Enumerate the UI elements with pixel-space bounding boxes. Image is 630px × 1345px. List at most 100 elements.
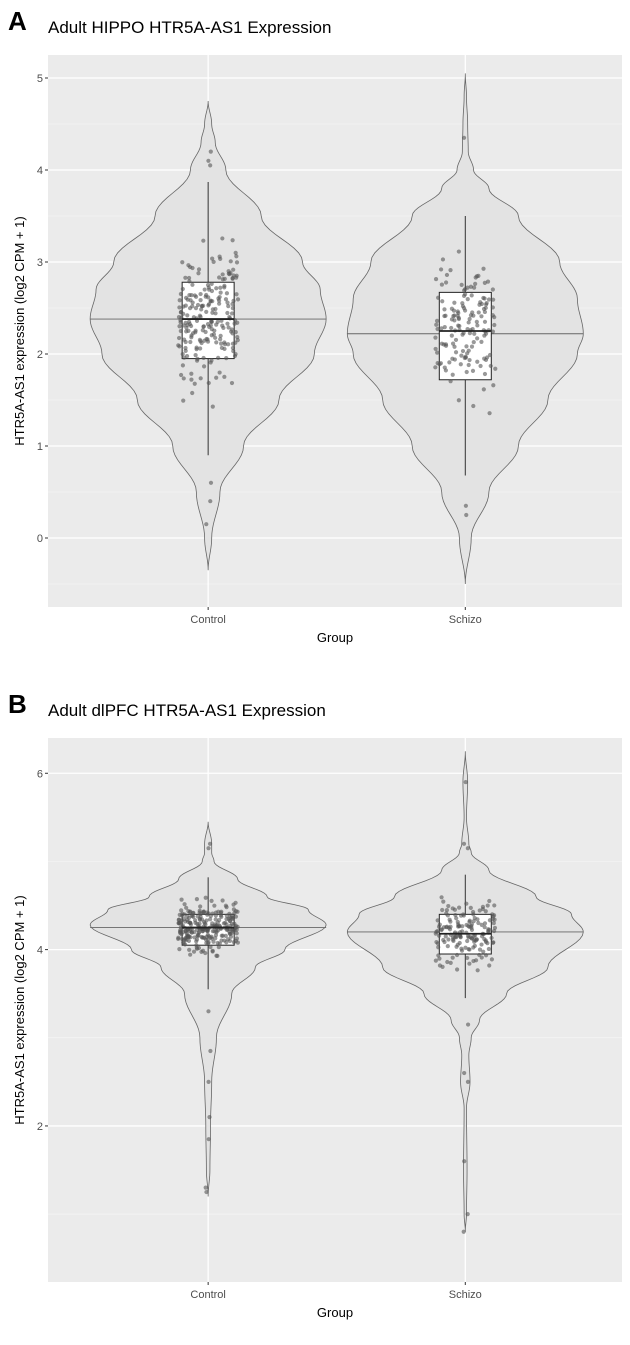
data-point (444, 925, 449, 930)
data-point (465, 296, 470, 302)
data-point (467, 961, 472, 966)
data-point (190, 265, 195, 271)
data-point (483, 909, 488, 914)
y-tick-label: 0 (37, 533, 43, 545)
data-point (201, 324, 206, 329)
data-point (194, 946, 200, 951)
data-point (442, 307, 447, 312)
data-point (215, 940, 220, 946)
data-point (210, 949, 215, 954)
data-point (460, 348, 466, 354)
outlier-point (465, 1212, 470, 1217)
data-point (177, 929, 183, 934)
data-point (183, 348, 188, 353)
data-point (436, 953, 441, 958)
data-point (493, 366, 498, 371)
data-point (490, 287, 495, 292)
data-point (183, 303, 188, 308)
data-point (475, 917, 480, 922)
data-point (475, 336, 480, 341)
data-point (235, 940, 240, 945)
data-point (439, 927, 444, 933)
data-point (485, 279, 491, 284)
data-point (231, 298, 236, 303)
y-tick-label: 4 (37, 165, 43, 177)
data-point (197, 921, 202, 926)
x-tick-label: Schizo (449, 614, 482, 626)
data-point (192, 918, 198, 923)
data-point (198, 298, 203, 303)
data-point (491, 297, 496, 302)
data-point (482, 280, 487, 285)
data-point (225, 300, 230, 305)
data-point (196, 271, 201, 276)
data-point (452, 344, 457, 349)
outlier-point (206, 1137, 211, 1142)
data-point (196, 933, 201, 938)
data-point (456, 249, 461, 254)
data-point (460, 929, 465, 934)
data-point (449, 317, 455, 322)
data-point (439, 282, 445, 287)
data-point (193, 330, 198, 335)
data-point (456, 923, 462, 928)
data-point (179, 897, 184, 902)
data-point (473, 275, 478, 280)
data-point (208, 360, 213, 365)
data-point (468, 284, 474, 289)
data-point (211, 259, 216, 264)
outlier-point (208, 1048, 213, 1054)
data-point (231, 273, 236, 278)
data-point (204, 940, 209, 946)
data-point (234, 936, 239, 941)
outlier-point (461, 1229, 466, 1234)
data-point (188, 920, 193, 926)
data-point (444, 907, 450, 913)
data-point (198, 339, 203, 344)
data-point (219, 909, 224, 914)
data-point (466, 362, 471, 368)
data-point (182, 912, 187, 917)
data-point (483, 953, 489, 958)
data-point (476, 310, 481, 315)
data-point (228, 259, 233, 264)
data-point (224, 355, 229, 361)
data-point (222, 374, 227, 379)
data-point (460, 332, 465, 337)
data-point (482, 319, 488, 324)
data-point (190, 390, 195, 396)
data-point (176, 343, 181, 348)
data-point (229, 311, 235, 316)
data-point (233, 923, 239, 928)
data-point (230, 345, 236, 351)
data-point (452, 300, 457, 305)
data-point (210, 310, 215, 315)
data-point (209, 898, 214, 903)
data-point (198, 291, 203, 297)
data-point (459, 948, 465, 953)
data-point (476, 920, 481, 926)
data-point (471, 403, 476, 409)
data-point (458, 913, 464, 918)
outlier-point (206, 158, 211, 163)
data-point (491, 383, 496, 388)
y-tick-label: 2 (37, 349, 43, 361)
data-point (433, 276, 439, 282)
data-point (233, 914, 239, 919)
outlier-point (203, 1185, 208, 1190)
data-point (452, 935, 457, 940)
data-point (217, 275, 222, 280)
data-point (436, 295, 441, 300)
data-point (176, 314, 182, 320)
panel-b: B Adult dlPFC HTR5A-AS1 Expression 2 4 6 Cont… (8, 689, 622, 1320)
data-point (436, 924, 442, 929)
data-point (177, 912, 182, 917)
data-point (226, 916, 231, 921)
data-point (456, 398, 461, 403)
data-point (211, 332, 216, 337)
data-point (206, 303, 211, 308)
data-point (195, 914, 200, 919)
data-point (489, 935, 494, 941)
data-point (231, 267, 236, 272)
